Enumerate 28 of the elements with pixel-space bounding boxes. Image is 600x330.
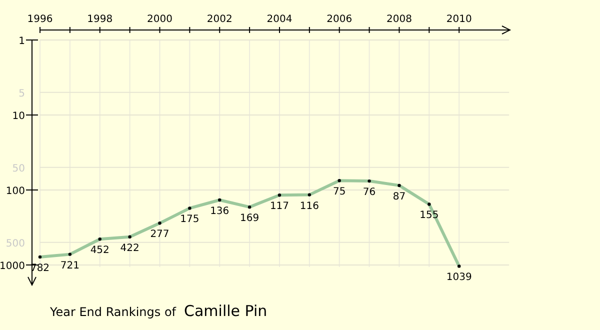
data-label: 76: [362, 187, 376, 198]
x-tick-label: 1996: [27, 14, 53, 25]
text: Camille Pin: [184, 302, 268, 320]
data-label: 422: [120, 242, 140, 254]
data-label: 136: [210, 206, 230, 217]
y-tick-label: 1000: [0, 260, 25, 272]
data-label: 169: [240, 213, 260, 224]
y-tick-label: 10: [12, 110, 25, 122]
data-label: 116: [300, 200, 319, 212]
x-tick-label: 2000: [147, 14, 172, 25]
text: Year End Rankings of: [49, 305, 177, 319]
x-tick-label: 2008: [386, 14, 412, 25]
data-label: 155: [420, 210, 439, 222]
data-label: 452: [90, 245, 110, 256]
y-tick-label: 100: [6, 186, 25, 197]
data-label: 87: [392, 191, 406, 202]
data-label: 117: [270, 201, 290, 212]
data-label: 175: [180, 214, 200, 226]
x-tick-label: 1998: [87, 14, 113, 25]
x-tick-label: 2002: [206, 14, 232, 25]
data-label: 75: [332, 186, 346, 198]
data-label: 1039: [446, 272, 472, 284]
x-tick-label: 2006: [326, 14, 352, 25]
data-label: 277: [150, 229, 170, 240]
y-tick-label: 1: [18, 36, 25, 47]
data-label: 721: [60, 260, 80, 272]
x-tick-label: 2010: [446, 14, 472, 25]
x-tick-label: 2004: [266, 14, 292, 25]
